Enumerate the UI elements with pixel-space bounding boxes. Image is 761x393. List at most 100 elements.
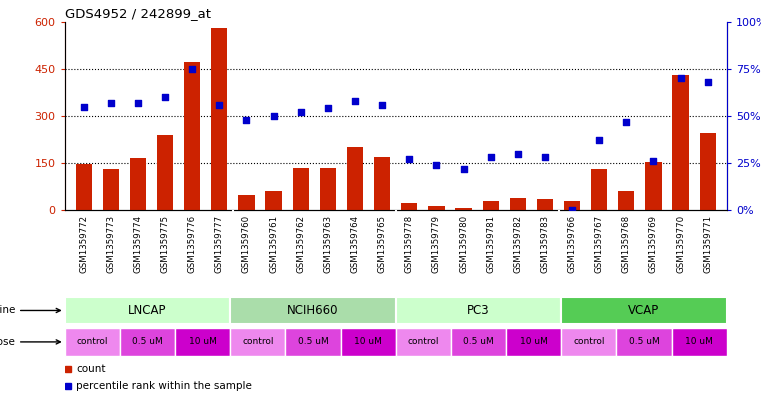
Bar	[561, 328, 616, 356]
Point	[511, 151, 524, 157]
Point	[593, 137, 605, 143]
Bar	[175, 328, 230, 356]
Text: cell line: cell line	[0, 305, 60, 316]
Bar	[230, 297, 396, 324]
Text: percentile rank within the sample: percentile rank within the sample	[76, 381, 252, 391]
Text: 10 uM: 10 uM	[354, 338, 382, 346]
Text: control: control	[408, 338, 439, 346]
Bar	[212, 28, 228, 210]
Bar	[618, 191, 635, 210]
Text: GSM1359767: GSM1359767	[595, 215, 603, 273]
Point	[240, 117, 253, 123]
Bar	[340, 328, 396, 356]
Bar	[184, 62, 200, 210]
Text: 0.5 uM: 0.5 uM	[298, 338, 328, 346]
Text: GSM1359780: GSM1359780	[459, 215, 468, 273]
Bar	[510, 198, 526, 210]
Bar	[238, 195, 255, 210]
Text: 10 uM: 10 uM	[685, 338, 713, 346]
Bar	[347, 147, 363, 210]
Bar	[266, 191, 282, 210]
Bar	[673, 75, 689, 210]
Point	[105, 99, 117, 106]
Bar	[671, 328, 727, 356]
Bar	[293, 168, 309, 210]
Bar	[157, 135, 174, 210]
Point	[186, 66, 199, 72]
Text: NCIH660: NCIH660	[287, 304, 339, 317]
Bar	[561, 297, 727, 324]
Point	[295, 109, 307, 115]
Point	[349, 98, 361, 104]
Bar	[374, 157, 390, 210]
Point	[702, 79, 714, 85]
Point	[376, 101, 388, 108]
Bar	[616, 328, 671, 356]
Bar	[537, 199, 553, 210]
Bar	[320, 168, 336, 210]
Point	[566, 207, 578, 213]
Text: GSM1359776: GSM1359776	[188, 215, 196, 273]
Bar	[451, 328, 506, 356]
Point	[213, 101, 225, 108]
Point	[78, 103, 90, 110]
Point	[159, 94, 171, 100]
Text: 10 uM: 10 uM	[189, 338, 217, 346]
Text: VCAP: VCAP	[629, 304, 660, 317]
Text: GSM1359778: GSM1359778	[405, 215, 414, 273]
Point	[457, 165, 470, 172]
Text: GSM1359763: GSM1359763	[323, 215, 333, 273]
Bar	[591, 169, 607, 210]
Text: GSM1359782: GSM1359782	[514, 215, 522, 273]
Text: GSM1359766: GSM1359766	[568, 215, 577, 273]
Text: GSM1359773: GSM1359773	[107, 215, 116, 273]
Text: GSM1359765: GSM1359765	[377, 215, 387, 273]
Text: control: control	[77, 338, 108, 346]
Bar	[65, 328, 119, 356]
Bar	[65, 297, 230, 324]
Text: GSM1359777: GSM1359777	[215, 215, 224, 273]
Text: GSM1359781: GSM1359781	[486, 215, 495, 273]
Text: count: count	[76, 364, 106, 374]
Bar	[396, 328, 451, 356]
Text: GSM1359772: GSM1359772	[79, 215, 88, 273]
Bar	[401, 203, 418, 210]
Bar	[455, 208, 472, 210]
Text: GSM1359768: GSM1359768	[622, 215, 631, 273]
Text: GSM1359764: GSM1359764	[351, 215, 359, 273]
Text: GSM1359762: GSM1359762	[296, 215, 305, 273]
Point	[322, 105, 334, 112]
Bar	[103, 169, 119, 210]
Bar	[506, 328, 561, 356]
Text: LNCAP: LNCAP	[128, 304, 167, 317]
Text: GSM1359771: GSM1359771	[703, 215, 712, 273]
Point	[268, 113, 280, 119]
Bar	[285, 328, 341, 356]
Text: GSM1359783: GSM1359783	[540, 215, 549, 273]
Point	[539, 154, 551, 161]
Text: GSM1359779: GSM1359779	[432, 215, 441, 273]
Text: GSM1359775: GSM1359775	[161, 215, 170, 273]
Point	[674, 75, 686, 81]
Bar	[564, 202, 580, 210]
Text: control: control	[573, 338, 604, 346]
Text: GSM1359761: GSM1359761	[269, 215, 278, 273]
Bar	[230, 328, 285, 356]
Bar	[645, 162, 661, 210]
Text: 0.5 uM: 0.5 uM	[629, 338, 659, 346]
Bar	[428, 206, 444, 210]
Text: 0.5 uM: 0.5 uM	[132, 338, 163, 346]
Text: dose: dose	[0, 337, 60, 347]
Bar	[75, 164, 92, 210]
Point	[620, 118, 632, 125]
Text: 0.5 uM: 0.5 uM	[463, 338, 494, 346]
Text: GSM1359770: GSM1359770	[676, 215, 685, 273]
Bar	[130, 158, 146, 210]
Text: GSM1359774: GSM1359774	[133, 215, 142, 273]
Bar	[396, 297, 561, 324]
Text: GDS4952 / 242899_at: GDS4952 / 242899_at	[65, 7, 211, 20]
Point	[132, 99, 144, 106]
Bar	[482, 201, 498, 210]
Point	[485, 154, 497, 161]
Point	[430, 162, 442, 168]
